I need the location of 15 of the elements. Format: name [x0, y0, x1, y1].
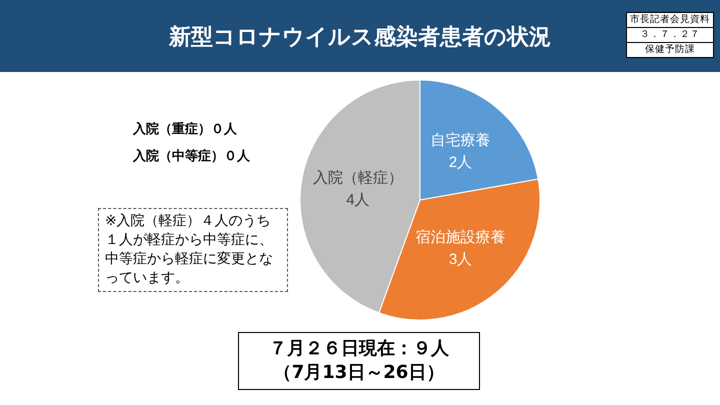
slice-label: 宿泊施設療養: [415, 228, 506, 246]
chart-title: 新型コロナウイルス感染者患者の状況: [169, 25, 551, 50]
text: （7月13日～26日）: [272, 361, 446, 385]
slice-label: 自宅療養: [430, 132, 490, 150]
text: 入院（中等症）０人: [133, 148, 250, 165]
data-label: 4人: [346, 192, 370, 209]
text: ７月２６日現在：９人: [268, 337, 450, 361]
slice-label: 入院（軽症）: [312, 170, 403, 187]
text: 市長記者会見資料: [627, 13, 713, 28]
data-label: 2人: [448, 154, 472, 172]
data-label: 3人: [448, 250, 472, 268]
text: 保健予防課: [644, 43, 696, 57]
text: 入院（重症）０人: [133, 120, 237, 138]
text: ３．７．２７: [627, 28, 713, 43]
text: ※入院（軽症）４人のうち１人が軽症から中等症に、中等症から軽症に変更となっています。: [98, 208, 288, 292]
